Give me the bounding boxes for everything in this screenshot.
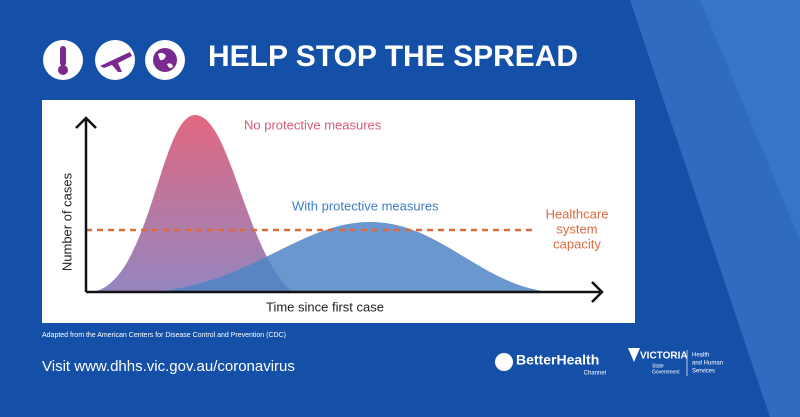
source-note: Adapted from the American Centers for Di… xyxy=(42,332,286,339)
better-health-name: BetterHealth xyxy=(516,352,599,368)
victoria-dept: Health xyxy=(692,353,709,359)
capacity-label: system xyxy=(556,221,597,236)
capacity-label: capacity xyxy=(553,236,601,251)
x-axis xyxy=(86,281,604,303)
y-axis-label: Number of cases xyxy=(59,172,74,271)
victoria-logo xyxy=(628,348,640,362)
victoria-sub: State xyxy=(652,363,664,369)
title: HELP STOP THE SPREAD xyxy=(208,40,578,73)
capacity-label: Healthcare xyxy=(546,206,609,221)
better-health-sub: Channel xyxy=(584,371,606,377)
icons xyxy=(43,40,185,80)
victoria-dept: and Human xyxy=(692,361,723,367)
x-axis-label: Time since first case xyxy=(266,299,384,314)
better-health-logo xyxy=(495,353,513,371)
url: Visit www.dhhs.vic.gov.au/coronavirus xyxy=(42,358,295,375)
curve-label: With protective measures xyxy=(292,198,439,213)
curve-label: No protective measures xyxy=(244,117,382,132)
victoria-name: VICTORIA xyxy=(640,351,688,362)
curve-no-measures xyxy=(90,115,292,292)
victoria-sub: Government xyxy=(652,369,680,375)
y-axis xyxy=(75,116,97,292)
curve-with-measures xyxy=(150,222,550,292)
victoria-dept: Services xyxy=(692,369,715,375)
diagonal-band xyxy=(700,0,800,240)
